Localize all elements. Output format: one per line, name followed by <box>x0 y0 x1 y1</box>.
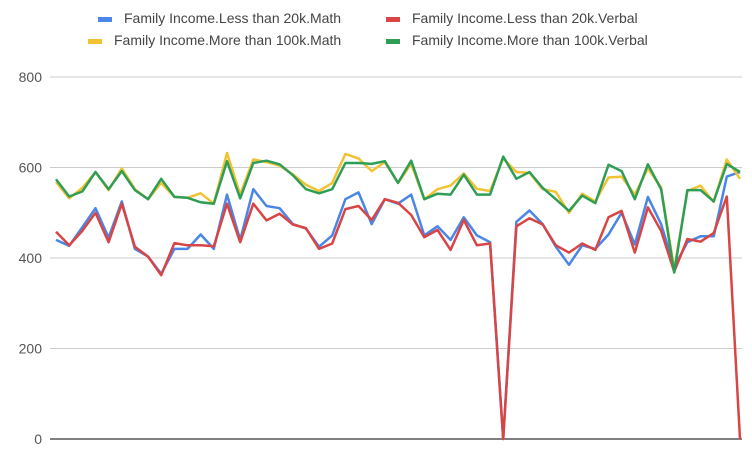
series-line-3 <box>55 151 742 271</box>
legend-label: Family Income.More than 100k.Verbal <box>412 32 648 48</box>
series-lines <box>55 151 742 441</box>
y-tick-label: 800 <box>19 69 43 85</box>
legend-item-4: Family Income.More than 100k.Verbal <box>386 32 648 48</box>
gridlines <box>50 76 742 440</box>
legend: Family Income.Less than 20k.Math Family I… <box>88 10 648 48</box>
series-line-2 <box>55 195 742 441</box>
y-tick-label: 400 <box>19 250 43 266</box>
legend-item-2: Family Income.Less than 20k.Verbal <box>386 10 638 26</box>
y-tick-label: 600 <box>19 160 43 176</box>
legend-swatch <box>98 17 112 22</box>
legend-swatch <box>386 39 400 44</box>
legend-label: Family Income.More than 100k.Math <box>114 32 341 48</box>
y-tick-label: 0 <box>34 431 42 447</box>
legend-item-3: Family Income.More than 100k.Math <box>88 32 341 48</box>
legend-label: Family Income.Less than 20k.Math <box>124 10 341 26</box>
y-tick-label: 200 <box>19 341 43 357</box>
legend-label: Family Income.Less than 20k.Verbal <box>412 10 638 26</box>
legend-swatch <box>88 39 102 44</box>
series-line-1 <box>55 170 741 441</box>
series-line-4 <box>55 155 741 274</box>
y-axis-tick-labels: 0 200 400 600 800 <box>19 69 43 447</box>
legend-item-1: Family Income.Less than 20k.Math <box>98 10 341 26</box>
legend-swatch <box>386 17 400 22</box>
